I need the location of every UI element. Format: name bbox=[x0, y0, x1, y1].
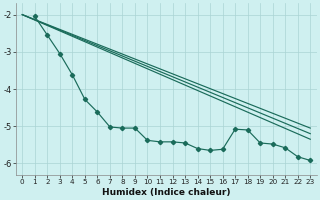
X-axis label: Humidex (Indice chaleur): Humidex (Indice chaleur) bbox=[102, 188, 230, 197]
